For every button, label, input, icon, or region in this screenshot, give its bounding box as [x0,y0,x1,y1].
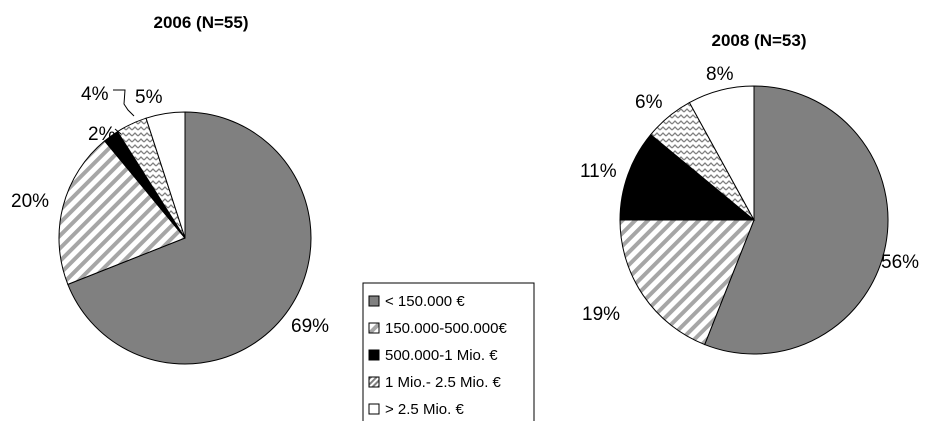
pie-slices-2006 [58,111,312,365]
legend-label-3: 1 Mio.- 2.5 Mio. € [385,374,502,391]
pie-chart-2008: 2008 (N=53) 56% 19% 11% 6% 8% [580,31,919,355]
slice-label-2008-0: 56% [881,252,919,273]
slice-label-2008-2: 11% [580,161,617,182]
legend-swatch-4 [368,403,380,415]
pie-chart-2006: 2006 (N=55) 69% 20% 2% 4% 5% [11,13,329,365]
legend-label-0: < 150.000 € [385,293,465,310]
slice-label-2006-0: 69% [291,316,329,337]
pie-slice-2008-4 [688,85,755,221]
pie-slices-2008 [619,85,889,355]
slice-label-2008-1: 19% [582,304,620,325]
slice-label-2008-3: 6% [635,92,663,113]
legend-label-2: 500.000-1 Mio. € [385,347,498,364]
legend-swatch-3 [368,376,380,388]
leader-line-2006-4pct [113,89,135,117]
legend-label-4: > 2.5 Mio. € [385,401,464,418]
pie-slice-2006-0 [67,111,312,365]
legend-swatch-2 [368,349,380,361]
pie-slice-2006-1 [58,140,186,286]
chart-title-2008: 2008 (N=53) [712,31,807,50]
legend-label-1: 150.000-500.000€ [385,320,507,337]
legend-swatch-1 [368,322,380,334]
pie-slice-2008-2 [619,133,756,221]
chart-title-2006: 2006 (N=55) [154,13,249,32]
slice-label-2006-2: 2% [88,124,116,145]
slice-label-2006-1: 20% [11,191,49,212]
leader-line-2006-2pct [114,128,122,135]
pie-slice-2006-4 [145,111,186,239]
slice-label-2006-3: 4% [81,84,109,105]
legend-box [362,282,535,421]
legend-swatch-0 [368,295,380,307]
pie-slice-2008-1 [619,219,755,346]
slice-label-2006-4: 5% [135,87,163,108]
pie-slice-2008-0 [704,85,889,355]
slice-label-2008-4: 8% [706,64,734,85]
chart-legend: < 150.000 € 150.000-500.000€ 500.000-1 Mio… [362,282,535,421]
